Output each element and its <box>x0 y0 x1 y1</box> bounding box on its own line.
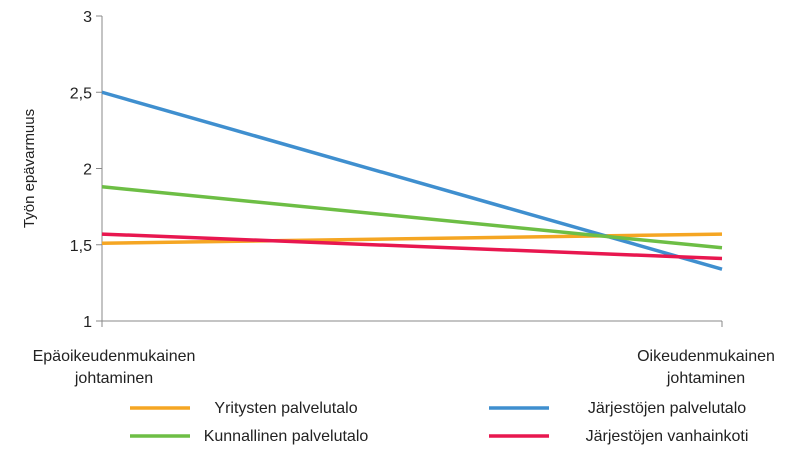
legend-label: Yritysten palvelutalo <box>214 400 357 417</box>
y-tick-label: 2,5 <box>70 85 92 102</box>
series-line <box>101 90 723 271</box>
x-tick-label: Oikeudenmukainen johtaminen <box>637 348 775 387</box>
legend-item: Yritysten palvelutalo <box>130 400 358 417</box>
series-lines <box>101 90 723 271</box>
series-line <box>101 232 723 245</box>
legend-item: Järjestöjen vanhainkoti <box>489 428 748 445</box>
x-tick-label: Epäoikeudenmukainen johtaminen <box>33 348 196 387</box>
legend-label: Järjestöjen vanhainkoti <box>586 428 749 445</box>
y-tick-label: 1 <box>83 314 92 331</box>
chart-legend: Yritysten palvelutalo Järjestöjen palvelu… <box>130 400 748 445</box>
y-axis-label: Työn epävarmuus <box>21 109 38 228</box>
y-tick-label: 1,5 <box>70 238 92 255</box>
series-line <box>101 232 723 261</box>
y-tick-label: 2 <box>83 162 92 179</box>
y-axis-ticks: 1 1,5 2 2,5 3 <box>70 9 102 331</box>
chart-axes <box>101 16 722 322</box>
legend-label: Järjestöjen palvelutalo <box>588 400 746 417</box>
x-axis-ticks: Epäoikeudenmukainen johtaminen Oikeudenmuk… <box>33 321 775 387</box>
legend-item: Kunnallinen palvelutalo <box>130 428 368 445</box>
legend-label: Kunnallinen palvelutalo <box>204 428 369 445</box>
y-tick-label: 3 <box>83 9 92 26</box>
legend-item: Järjestöjen palvelutalo <box>489 400 746 417</box>
series-line <box>101 185 723 250</box>
